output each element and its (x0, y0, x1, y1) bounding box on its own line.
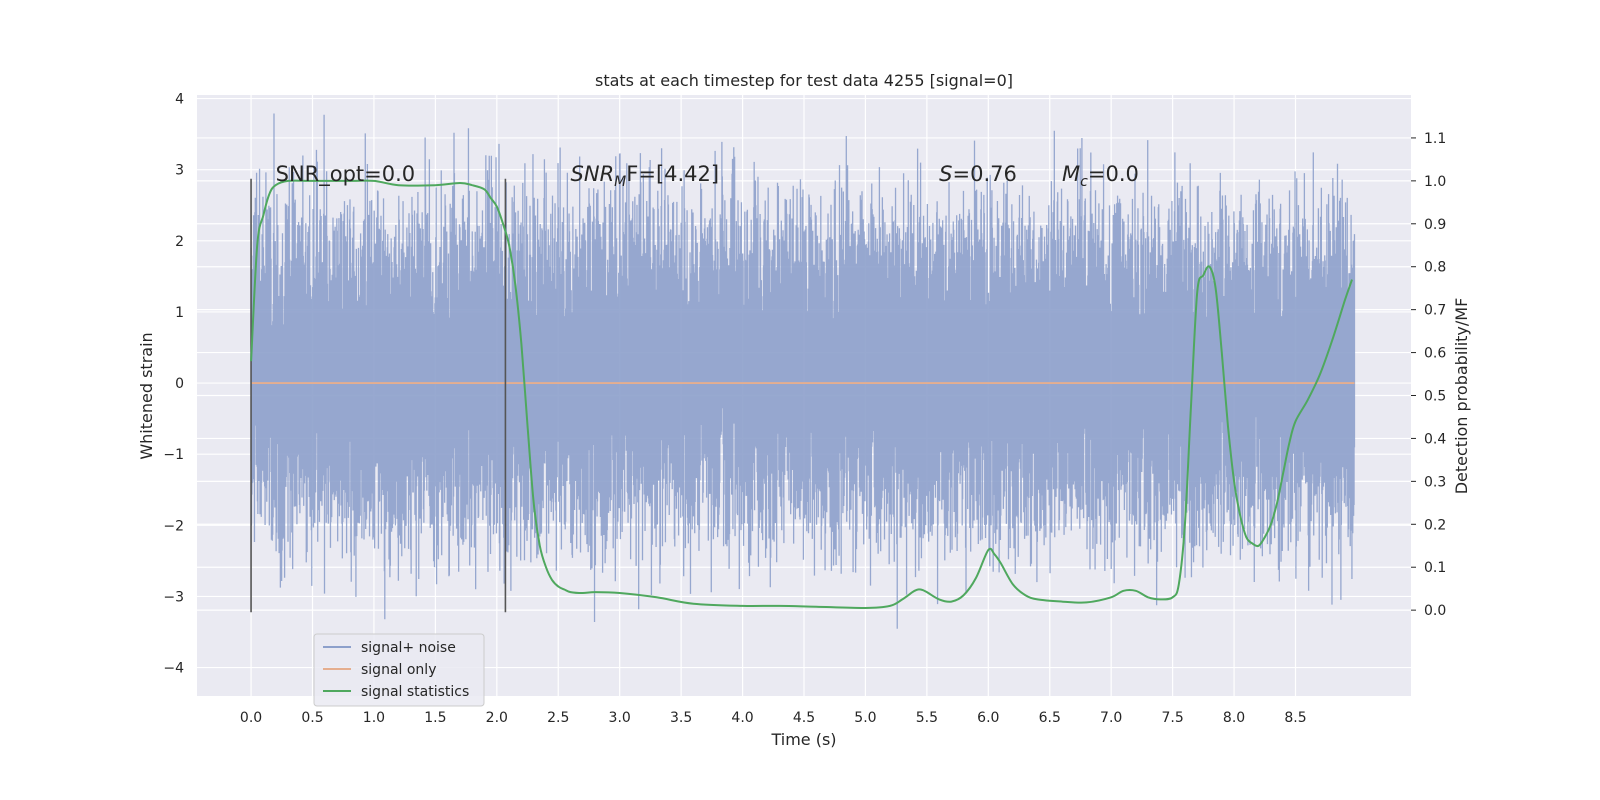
annotation-value: =0.0 (1088, 162, 1139, 186)
legend-label-statistics: signal statistics (361, 684, 469, 700)
x-tick-label: 5.5 (916, 710, 938, 726)
x-tick-label: 5.0 (854, 710, 876, 726)
y-right-tick-label: 0.4 (1424, 431, 1446, 447)
annotation-2: S=0.76 (939, 162, 1017, 186)
y-right-tick-label: 0.3 (1424, 474, 1446, 490)
y-axis-left: −4 −3 −2 −1 0 1 2 3 4 (163, 92, 184, 677)
annotation-value: =0.76 (953, 162, 1017, 186)
legend-label-signal-noise: signal+ noise (361, 640, 456, 656)
x-tick-label: 3.5 (670, 710, 692, 726)
x-tick-label: 3.0 (609, 710, 631, 726)
x-tick-label: 4.5 (793, 710, 815, 726)
x-tick-label: 7.0 (1100, 710, 1122, 726)
y-right-tick-label: 0.7 (1424, 303, 1446, 319)
annotation-3: Mc=0.0 (1062, 162, 1139, 190)
y-right-tick-label: 0.9 (1424, 217, 1446, 233)
y-left-tick-label: −3 (163, 589, 184, 605)
y-right-tick-label: 0.8 (1424, 260, 1446, 276)
chart-title: stats at each timestep for test data 425… (595, 71, 1013, 90)
annotation-subscript: c (1080, 174, 1088, 190)
y-left-tick-label: 2 (175, 234, 184, 250)
vertical-markers (250, 178, 507, 613)
x-axis: 0.0 0.5 1.0 1.5 2.0 2.5 3.0 3.5 4.0 4.5 5.0 5.5 6.0 6… (240, 710, 1307, 726)
annotation-main: M (1062, 162, 1080, 186)
statistics-line (250, 179, 1353, 610)
y-axis-right: 0.0 0.1 0.2 0.3 0.4 0.5 0.6 0.7 0.8 0.9 1.0 1.1 (1411, 131, 1446, 619)
x-tick-label: 1.5 (424, 710, 446, 726)
y-axis-right-label: Detection probability/MF (1452, 298, 1471, 495)
y-right-tick-label: 0.5 (1424, 389, 1446, 405)
x-tick-label: 4.0 (731, 710, 753, 726)
x-tick-label: 2.5 (547, 710, 569, 726)
y-right-tick-label: 0.2 (1424, 517, 1446, 533)
y-left-tick-label: −4 (163, 661, 184, 677)
legend: signal+ noise signal only signal statist… (313, 633, 485, 707)
y-left-tick-label: −1 (163, 447, 184, 463)
x-tick-label: 0.0 (240, 710, 262, 726)
x-tick-label: 6.0 (977, 710, 999, 726)
y-right-tick-label: 0.6 (1424, 346, 1446, 362)
annotations: SNR_opt=0.0 SNRMF=[4.42] S=0.76 Mc=0.0 (276, 162, 1139, 190)
annotation-main: S (939, 162, 952, 186)
annotation-0: SNR_opt=0.0 (276, 162, 416, 187)
y-left-tick-label: 4 (175, 92, 184, 108)
x-tick-label: 1.0 (363, 710, 385, 726)
y-left-tick-label: 3 (175, 163, 184, 179)
x-tick-label: 6.5 (1039, 710, 1061, 726)
legend-box (313, 633, 485, 707)
annotation-main: SNR (571, 162, 615, 186)
y-left-tick-label: 0 (175, 376, 184, 392)
y-right-tick-label: 1.1 (1424, 131, 1446, 147)
x-axis-label: Time (s) (770, 730, 836, 749)
x-tick-label: 7.5 (1161, 710, 1183, 726)
x-tick-label: 0.5 (301, 710, 323, 726)
y-axis-left-label: Whitened strain (137, 332, 156, 459)
x-tick-label: 2.0 (486, 710, 508, 726)
y-right-tick-label: 0.0 (1424, 603, 1446, 619)
annotation-value: F=[4.42] (626, 162, 719, 186)
y-right-tick-label: 1.0 (1424, 174, 1446, 190)
annotation-main: SNR_opt=0.0 (276, 162, 416, 187)
y-left-tick-label: 1 (175, 305, 184, 321)
x-tick-label: 8.0 (1223, 710, 1245, 726)
annotation-subscript: M (614, 174, 626, 190)
x-tick-label: 8.5 (1284, 710, 1306, 726)
y-right-tick-label: 0.1 (1424, 560, 1446, 576)
legend-label-signal-only: signal only (361, 662, 436, 678)
statistics-series (250, 179, 1353, 610)
annotation-1: SNRMF=[4.42] (571, 162, 720, 190)
y-left-tick-label: −2 (163, 518, 184, 534)
